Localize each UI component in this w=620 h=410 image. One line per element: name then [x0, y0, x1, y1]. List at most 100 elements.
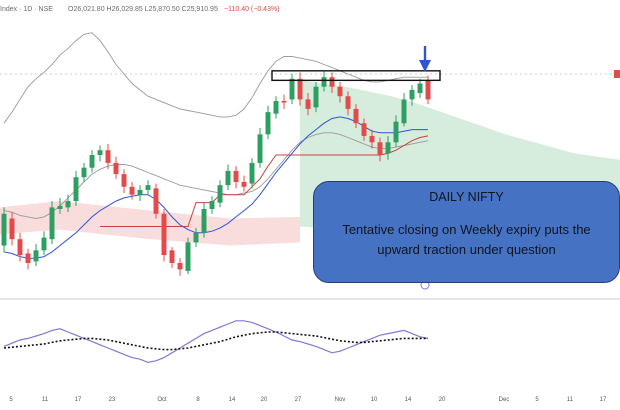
header-symbol: Index · 1D · NSE — [0, 6, 53, 13]
candle — [393, 115, 399, 148]
candle — [33, 243, 39, 267]
candle — [201, 202, 207, 238]
candle — [185, 237, 191, 275]
x-tick-label: 5 — [9, 397, 13, 403]
candle — [289, 74, 295, 105]
candle — [361, 118, 367, 141]
candle — [161, 209, 167, 262]
header-ohlc: O26,021.80 H26,029.85 L25,870.50 C25,910… — [68, 6, 218, 13]
candle — [353, 104, 359, 128]
oscillator-line — [3, 320, 429, 364]
candle — [137, 185, 143, 202]
candle — [129, 182, 135, 200]
candle-body — [401, 99, 407, 124]
candle — [145, 180, 151, 195]
candle-body — [153, 188, 159, 214]
candle — [273, 96, 279, 119]
candle-body — [337, 86, 343, 97]
candle — [233, 166, 239, 189]
cloud-red-band — [0, 201, 300, 246]
x-tick-label: 5 — [535, 397, 539, 403]
candle-body — [273, 101, 279, 114]
candle — [25, 248, 31, 270]
x-axis: 5 11 17 23 Oct 8 14 20 27 Nov 10 14 20 Dec 5 11 17 — [9, 397, 607, 403]
candle — [345, 91, 351, 116]
candle — [305, 93, 311, 116]
candle-body — [241, 182, 247, 187]
x-tick-label: Dec — [499, 397, 510, 403]
candle — [385, 135, 391, 160]
x-tick-label: 17 — [75, 397, 82, 403]
candle — [281, 94, 287, 109]
callout-text: Tentative closing on Weekly expiry puts … — [342, 222, 591, 257]
candle-body — [9, 218, 15, 240]
candle — [57, 197, 63, 214]
x-tick-label: Oct — [157, 397, 167, 403]
grid-layer — [0, 70, 620, 78]
candle-body — [321, 77, 327, 87]
candle — [409, 85, 415, 106]
support-line — [100, 135, 429, 227]
x-tick-label: 14 — [405, 397, 412, 403]
candle-body — [201, 209, 207, 233]
candle-body — [113, 162, 119, 175]
x-tick-label: 27 — [295, 397, 302, 403]
candle — [337, 81, 343, 103]
candle — [257, 128, 263, 168]
candle-body — [137, 189, 143, 195]
candle — [297, 72, 303, 106]
x-tick-label: 17 — [600, 397, 607, 403]
candle — [225, 164, 231, 190]
x-tick-label: 23 — [109, 397, 116, 403]
candle-body — [57, 205, 63, 209]
candle — [17, 232, 23, 262]
candle — [417, 78, 423, 98]
candle-body — [49, 207, 55, 240]
candle — [177, 258, 183, 276]
candle-body — [81, 167, 87, 178]
candle-body — [129, 186, 135, 195]
candle-body — [409, 89, 415, 100]
candle — [65, 194, 71, 213]
candle-body — [217, 185, 223, 203]
candle — [329, 72, 335, 94]
candle-body — [169, 250, 175, 263]
candle-body — [257, 134, 263, 163]
candle — [153, 183, 159, 219]
candle — [321, 70, 327, 92]
candle — [217, 180, 223, 208]
x-tick-label: 8 — [196, 397, 200, 403]
price-tag — [614, 70, 620, 78]
candle-body — [73, 177, 79, 202]
annotation-callout: DAILY NIFTY Tentative closing on Weekly … — [313, 181, 620, 283]
candle-body — [249, 162, 255, 184]
signal-line — [3, 331, 428, 351]
candle-body — [369, 135, 375, 143]
candle-body — [89, 155, 95, 168]
candle-body — [17, 239, 23, 256]
candle — [9, 212, 15, 246]
x-tick-label: 20 — [439, 397, 446, 403]
candle-body — [233, 170, 239, 182]
candle — [241, 175, 247, 192]
candle-body — [297, 78, 303, 100]
candle-body — [361, 123, 367, 136]
candle — [89, 150, 95, 173]
candle-body — [193, 232, 199, 243]
candle — [265, 105, 271, 140]
candle-body — [105, 150, 111, 163]
candle-body — [145, 185, 151, 190]
down-arrow-head-icon — [419, 60, 431, 72]
candle-body — [313, 86, 319, 108]
candle-body — [345, 96, 351, 109]
candle-body — [425, 80, 431, 100]
candle — [249, 158, 255, 189]
x-tick-label: Nov — [335, 397, 346, 403]
candle — [41, 231, 47, 256]
x-tick-label: 20 — [261, 397, 268, 403]
candle — [49, 201, 55, 244]
header-change: −110.40 (−0.43%) — [224, 6, 280, 13]
x-tick-label: 11 — [567, 397, 574, 403]
x-tick-label: 11 — [42, 397, 49, 403]
candle — [73, 170, 79, 206]
